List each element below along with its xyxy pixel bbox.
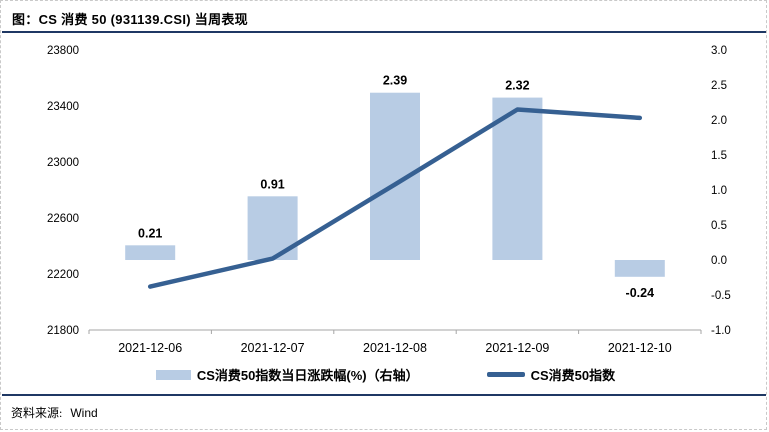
- right-axis-tick-label: 0.0: [711, 255, 727, 267]
- left-axis-tick-label: 23000: [47, 157, 79, 169]
- bar-value-label: 2.39: [383, 74, 407, 88]
- bar-value-label: 0.91: [260, 177, 284, 191]
- left-axis-tick-label: 23800: [47, 45, 79, 57]
- chart-legend: CS消费50指数当日涨跌幅(%)（右轴） CS消费50指数: [1, 365, 766, 384]
- right-axis-tick-label: -0.5: [711, 290, 731, 302]
- legend-item-bar: CS消费50指数当日涨跌幅(%)（右轴）: [155, 365, 419, 384]
- bar-value-label: 0.21: [138, 226, 162, 240]
- left-axis-tick-label: 22200: [47, 269, 79, 281]
- right-axis-tick-label: -1.0: [711, 325, 731, 337]
- bar: [492, 97, 543, 260]
- right-axis-tick-label: 1.5: [711, 150, 727, 162]
- left-axis-tick-label: 21800: [47, 325, 79, 337]
- figure-title: 图：CS 消费 50 (931139.CSI) 当周表现: [12, 12, 248, 27]
- x-axis-category-label: 2021-12-09: [485, 341, 549, 355]
- bar-value-label: 2.32: [505, 79, 529, 93]
- right-axis-tick-label: 2.0: [711, 115, 727, 127]
- left-axis-tick-label: 23400: [47, 101, 79, 113]
- right-axis-tick-label: 3.0: [711, 45, 727, 57]
- legend-item-line: CS消费50指数: [486, 365, 616, 384]
- x-axis-category-label: 2021-12-10: [608, 341, 672, 355]
- x-axis-category-label: 2021-12-06: [118, 341, 182, 355]
- bar: [614, 260, 665, 277]
- line-series: [147, 107, 643, 289]
- x-axis-category-label: 2021-12-07: [241, 341, 305, 355]
- legend-label-line: CS消费50指数: [530, 368, 616, 383]
- bar-series-swatch: [155, 369, 191, 380]
- bar: [370, 92, 420, 260]
- line-series-swatch: [486, 372, 525, 377]
- right-axis-tick-label: 1.0: [711, 185, 727, 197]
- figure-footer: 资料来源: Wind: [2, 394, 766, 429]
- x-axis-category-label: 2021-12-08: [363, 341, 427, 355]
- right-axis-tick-label: 2.5: [711, 80, 727, 92]
- left-axis-tick-label: 22600: [47, 213, 79, 225]
- source-note: 资料来源: Wind: [11, 404, 98, 421]
- right-axis-tick-label: 0.5: [711, 220, 727, 232]
- bar-value-label: -0.24: [626, 286, 655, 300]
- source-value: Wind: [70, 406, 98, 420]
- bar: [125, 245, 176, 260]
- source-label: 资料来源:: [11, 406, 63, 420]
- figure-header: 图：CS 消费 50 (931139.CSI) 当周表现: [2, 2, 766, 33]
- legend-label-bar: CS消费50指数当日涨跌幅(%)（右轴）: [196, 368, 419, 383]
